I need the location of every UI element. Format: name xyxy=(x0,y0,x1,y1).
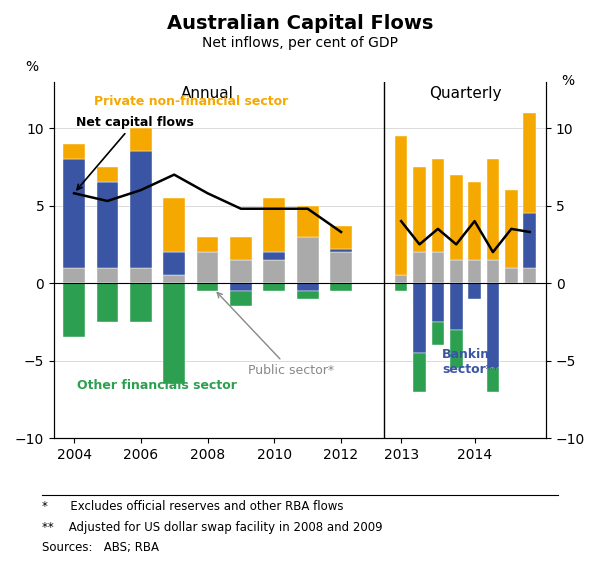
Bar xyxy=(450,283,463,330)
Bar xyxy=(197,252,218,283)
Bar xyxy=(431,159,444,252)
Text: Annual: Annual xyxy=(181,86,234,102)
Text: Sources:   ABS; RBA: Sources: ABS; RBA xyxy=(42,541,159,554)
Text: Net inflows, per cent of GDP: Net inflows, per cent of GDP xyxy=(202,36,398,50)
Bar xyxy=(230,291,252,306)
Bar xyxy=(450,174,463,260)
Text: Quarterly: Quarterly xyxy=(429,86,502,102)
Bar xyxy=(297,283,319,291)
Bar xyxy=(263,283,285,291)
Bar xyxy=(523,213,536,268)
Bar xyxy=(505,190,518,268)
Bar xyxy=(431,283,444,322)
Bar xyxy=(330,226,352,249)
Bar xyxy=(487,283,499,369)
Bar xyxy=(413,252,426,283)
Bar xyxy=(297,206,319,237)
Bar xyxy=(523,113,536,213)
Text: Australian Capital Flows: Australian Capital Flows xyxy=(167,14,433,33)
Bar xyxy=(97,268,118,283)
Bar xyxy=(487,369,499,392)
Bar xyxy=(197,283,218,291)
Bar xyxy=(163,252,185,275)
Bar xyxy=(130,151,152,268)
Bar xyxy=(487,159,499,260)
Bar xyxy=(395,275,407,283)
Bar xyxy=(487,260,499,283)
Y-axis label: %: % xyxy=(25,61,38,75)
Bar xyxy=(330,252,352,283)
Bar xyxy=(97,283,118,322)
Bar xyxy=(297,291,319,298)
Bar xyxy=(523,268,536,283)
Bar xyxy=(450,260,463,283)
Bar xyxy=(230,260,252,283)
Bar xyxy=(395,283,407,291)
Bar xyxy=(63,268,85,283)
Bar xyxy=(450,330,463,369)
Text: Private non-financial sector: Private non-financial sector xyxy=(94,95,288,108)
Bar xyxy=(468,260,481,283)
Text: Other financials sector: Other financials sector xyxy=(77,379,237,392)
Y-axis label: %: % xyxy=(562,75,575,89)
Bar xyxy=(130,268,152,283)
Bar xyxy=(413,167,426,252)
Bar xyxy=(505,268,518,283)
Text: Net capital flows: Net capital flows xyxy=(76,116,194,190)
Bar xyxy=(197,237,218,252)
Bar xyxy=(230,237,252,260)
Bar xyxy=(468,182,481,260)
Bar xyxy=(330,283,352,291)
Bar xyxy=(163,283,185,384)
Bar xyxy=(130,128,152,151)
Bar xyxy=(97,167,118,182)
Bar xyxy=(97,182,118,268)
Text: **    Adjusted for US dollar swap facility in 2008 and 2009: ** Adjusted for US dollar swap facility … xyxy=(42,521,383,534)
Text: Public sector*: Public sector* xyxy=(217,292,334,377)
Bar xyxy=(330,249,352,252)
Bar xyxy=(63,144,85,159)
Bar xyxy=(413,353,426,392)
Bar xyxy=(468,283,481,298)
Bar xyxy=(63,283,85,337)
Bar xyxy=(297,237,319,283)
Bar xyxy=(63,159,85,268)
Bar xyxy=(163,275,185,283)
Bar xyxy=(413,283,426,353)
Bar xyxy=(263,252,285,260)
Bar xyxy=(431,252,444,283)
Bar xyxy=(163,198,185,252)
Bar xyxy=(230,283,252,291)
Text: Banking
sector**: Banking sector** xyxy=(442,348,499,376)
Text: *      Excludes official reserves and other RBA flows: * Excludes official reserves and other R… xyxy=(42,500,343,513)
Bar xyxy=(130,283,152,322)
Bar xyxy=(263,198,285,252)
Bar xyxy=(395,136,407,275)
Bar xyxy=(263,260,285,283)
Bar xyxy=(431,322,444,345)
